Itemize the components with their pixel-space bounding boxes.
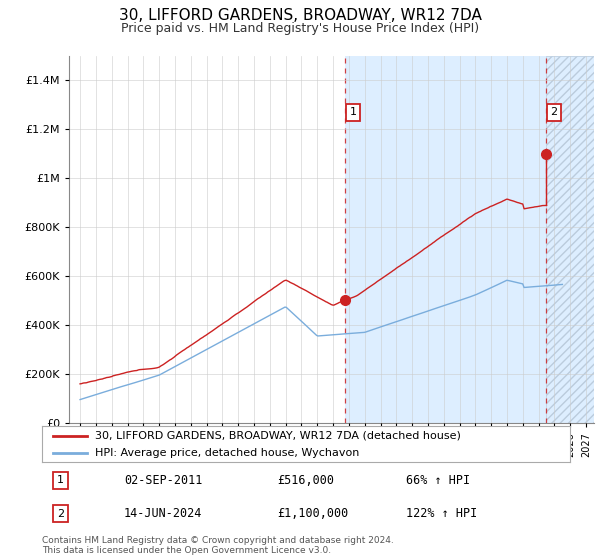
Text: HPI: Average price, detached house, Wychavon: HPI: Average price, detached house, Wych…: [95, 448, 359, 458]
Text: 02-SEP-2011: 02-SEP-2011: [124, 474, 202, 487]
Text: Price paid vs. HM Land Registry's House Price Index (HPI): Price paid vs. HM Land Registry's House …: [121, 22, 479, 35]
Text: 2: 2: [57, 508, 64, 519]
Text: Contains HM Land Registry data © Crown copyright and database right 2024.
This d: Contains HM Land Registry data © Crown c…: [42, 536, 394, 556]
Text: £1,100,000: £1,100,000: [277, 507, 348, 520]
Bar: [546, 56, 594, 423]
Text: 1: 1: [57, 475, 64, 486]
Bar: [546, 56, 594, 423]
Text: 122% ↑ HPI: 122% ↑ HPI: [406, 507, 478, 520]
Text: 14-JUN-2024: 14-JUN-2024: [124, 507, 202, 520]
Text: 2: 2: [551, 108, 557, 117]
Text: 1: 1: [350, 108, 356, 117]
Bar: [345, 56, 546, 423]
Text: 30, LIFFORD GARDENS, BROADWAY, WR12 7DA (detached house): 30, LIFFORD GARDENS, BROADWAY, WR12 7DA …: [95, 431, 461, 441]
Text: £516,000: £516,000: [277, 474, 334, 487]
Text: 30, LIFFORD GARDENS, BROADWAY, WR12 7DA: 30, LIFFORD GARDENS, BROADWAY, WR12 7DA: [119, 8, 481, 24]
Text: 66% ↑ HPI: 66% ↑ HPI: [406, 474, 470, 487]
